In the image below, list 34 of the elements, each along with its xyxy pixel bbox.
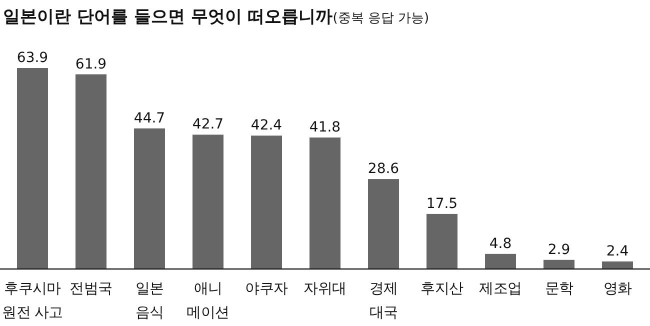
- data-label: 63.9: [16, 50, 48, 66]
- data-label: 28.6: [368, 161, 400, 178]
- x-tick-label: 제조업: [479, 281, 522, 297]
- bar: [368, 179, 399, 269]
- bar: [310, 138, 340, 269]
- bar: [485, 254, 516, 269]
- data-label: 4.8: [489, 236, 512, 252]
- bar: [602, 261, 633, 269]
- x-tick-label: 문학: [544, 281, 574, 297]
- x-tick-label: 경제 대국: [369, 281, 398, 321]
- x-tick-label: 애니 메이션: [186, 281, 230, 321]
- x-tick-label: 일본 음식: [135, 281, 164, 321]
- bar: [17, 68, 48, 269]
- bar: [544, 260, 574, 269]
- bar: [76, 74, 106, 269]
- data-label: 61.9: [75, 56, 107, 72]
- data-label: 2.9: [548, 242, 570, 258]
- chart-subtitle: (중복 응답 가능): [332, 11, 430, 26]
- data-label: 2.4: [606, 243, 629, 260]
- x-tick-label: 후지산: [420, 281, 464, 297]
- bar: [251, 136, 282, 269]
- x-tick-label: 전범국: [70, 281, 112, 297]
- x-tick-label: 야쿠자: [245, 281, 289, 297]
- x-tick-label: 자위대: [304, 281, 346, 297]
- bar: [192, 134, 224, 269]
- data-label: 42.4: [250, 118, 282, 134]
- x-tick-label: 후쿠시마 원전 사고: [2, 281, 63, 321]
- x-tick-label: 영화: [603, 281, 632, 297]
- data-label: 17.5: [426, 196, 458, 212]
- data-label: 44.7: [134, 110, 166, 126]
- bar: [134, 128, 165, 269]
- bar: [426, 214, 458, 269]
- data-label: 42.7: [192, 116, 224, 133]
- data-label: 41.8: [309, 120, 341, 136]
